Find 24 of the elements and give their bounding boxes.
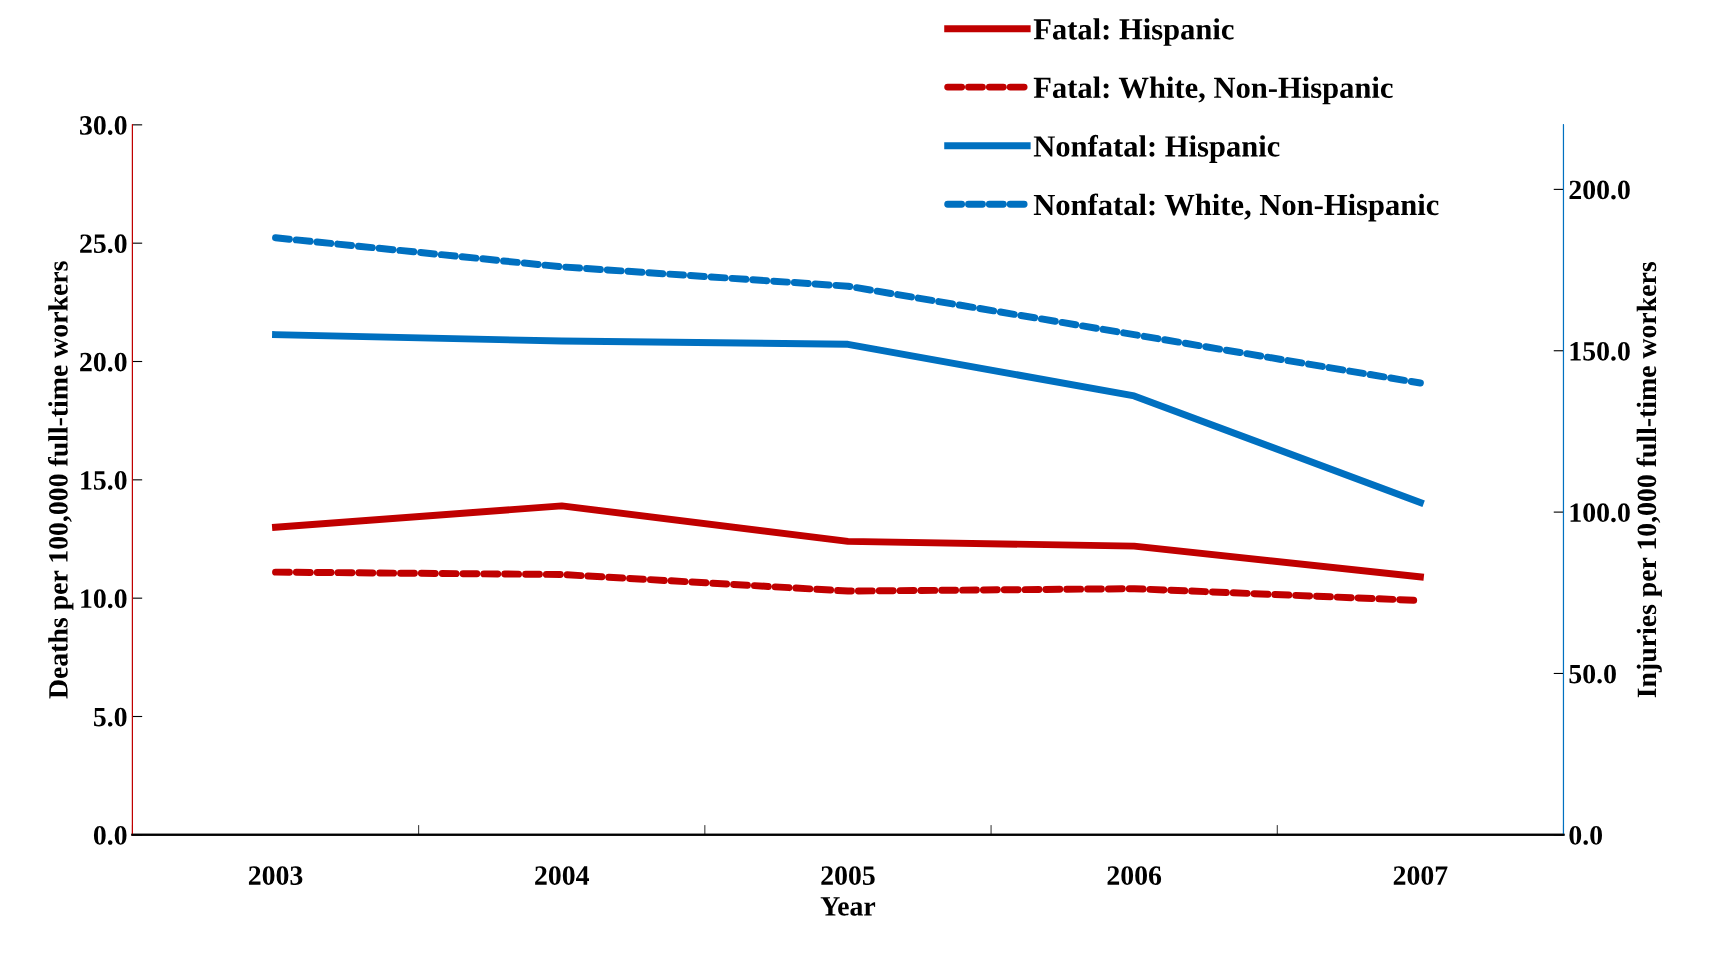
x-axis-title: Year	[820, 897, 876, 916]
y-tick-label: 25.0	[80, 234, 127, 254]
y2-tick-label: 0.0	[1569, 825, 1602, 845]
x-tick-label: 2004	[535, 866, 590, 885]
x-tick-label: 2005	[821, 866, 875, 885]
y2-tick-label: 200.0	[1569, 180, 1630, 200]
y-tick-label: 15.0	[81, 471, 127, 490]
y-tick-label: 0.0	[93, 825, 127, 845]
y-tick-label: 5.0	[93, 707, 127, 727]
y-tick-label: 10.0	[81, 589, 127, 609]
legend-label: Fatal: Hispanic	[1033, 18, 1234, 46]
x-tick-label: 2006	[1107, 866, 1162, 885]
y2-tick-label: 150.0	[1570, 341, 1630, 361]
y-axis-title: Deaths per 100,000 full-time workers	[47, 261, 74, 699]
legend-label: Nonfatal: Hispanic	[1033, 134, 1280, 163]
y-tick-label: 20.0	[80, 352, 127, 372]
x-tick-label: 2007	[1393, 866, 1448, 885]
y2-axis-title: Injuries per 10,000 full-time workers	[1636, 262, 1662, 698]
y2-tick-label: 100.0	[1570, 503, 1630, 523]
y-tick-label: 30.0	[80, 116, 127, 135]
legend-label: Nonfatal: White, Non-Hispanic	[1033, 193, 1439, 222]
legend-label: Fatal: White, Non-Hispanic	[1033, 76, 1393, 105]
x-tick-label: 2003	[248, 866, 303, 885]
y2-tick-label: 50.0	[1569, 664, 1616, 684]
